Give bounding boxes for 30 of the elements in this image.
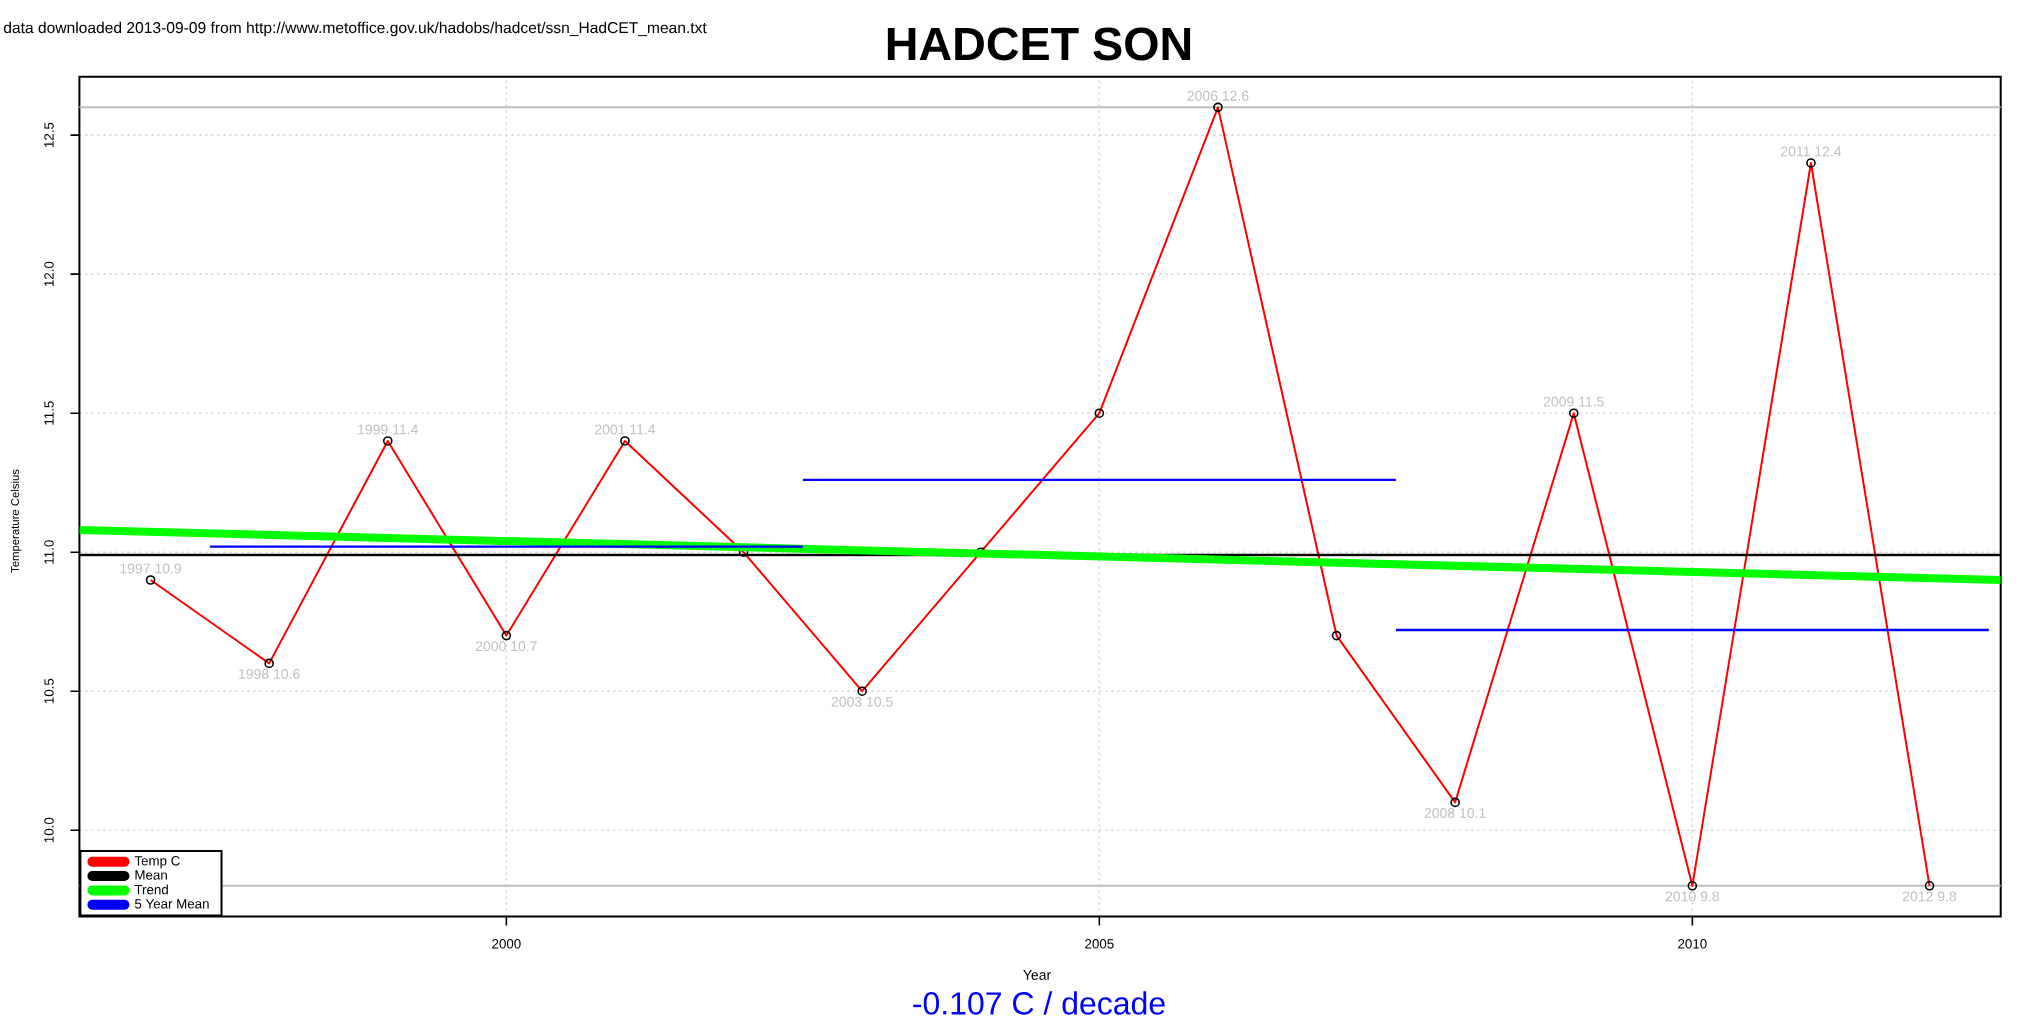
y-tick-label: 10.0 xyxy=(44,817,54,843)
x-axis-title: Year xyxy=(1023,970,1051,980)
data-label: 2001 11.4 xyxy=(595,424,656,435)
data-label: 2008 10.1 xyxy=(1424,808,1486,818)
y-tick-label: 11.5 xyxy=(44,401,54,425)
legend-label: 5 Year Mean xyxy=(134,899,209,909)
text: -0.107 C / decade xyxy=(913,991,1165,1015)
x-tick-label: 2005 xyxy=(1085,939,1114,949)
legend-label: Temp C xyxy=(134,856,180,869)
text: data downloaded 2013-09-09 from http://www.metoffice.gov.uk/hadobs/hadcet/ssn_HadCET_mean.txt xyxy=(3,21,707,37)
y-tick-label: 11.0 xyxy=(44,540,54,564)
y-tick-label: 10.5 xyxy=(44,678,54,704)
y-axis-title: Temperature Celsius xyxy=(10,469,22,573)
data-label: 2000 10.7 xyxy=(475,641,537,652)
data-label: 2011 12.4 xyxy=(1781,146,1842,157)
legend-label: Mean xyxy=(135,870,167,880)
y-tick-label: 12.5 xyxy=(44,122,54,148)
x-tick-label: 2000 xyxy=(492,939,521,949)
data-label: 2012 9.8 xyxy=(1903,891,1957,902)
legend-label: Trend xyxy=(134,884,168,895)
data-label: 2006 12.6 xyxy=(1187,90,1249,101)
data-label: 1999 11.4 xyxy=(358,424,418,435)
data-label: 1997 10.9 xyxy=(120,563,182,574)
x-tick-label: 2010 xyxy=(1678,939,1707,949)
data-label: 2009 11.5 xyxy=(1543,396,1604,407)
data-label: 1998 10.6 xyxy=(239,669,300,679)
chart-title: HADCET SON xyxy=(887,27,1191,61)
y-tick-label: 12.0 xyxy=(44,261,54,287)
data-label: 2003 10.5 xyxy=(831,696,893,707)
data-label: 2010 9.8 xyxy=(1665,891,1719,902)
